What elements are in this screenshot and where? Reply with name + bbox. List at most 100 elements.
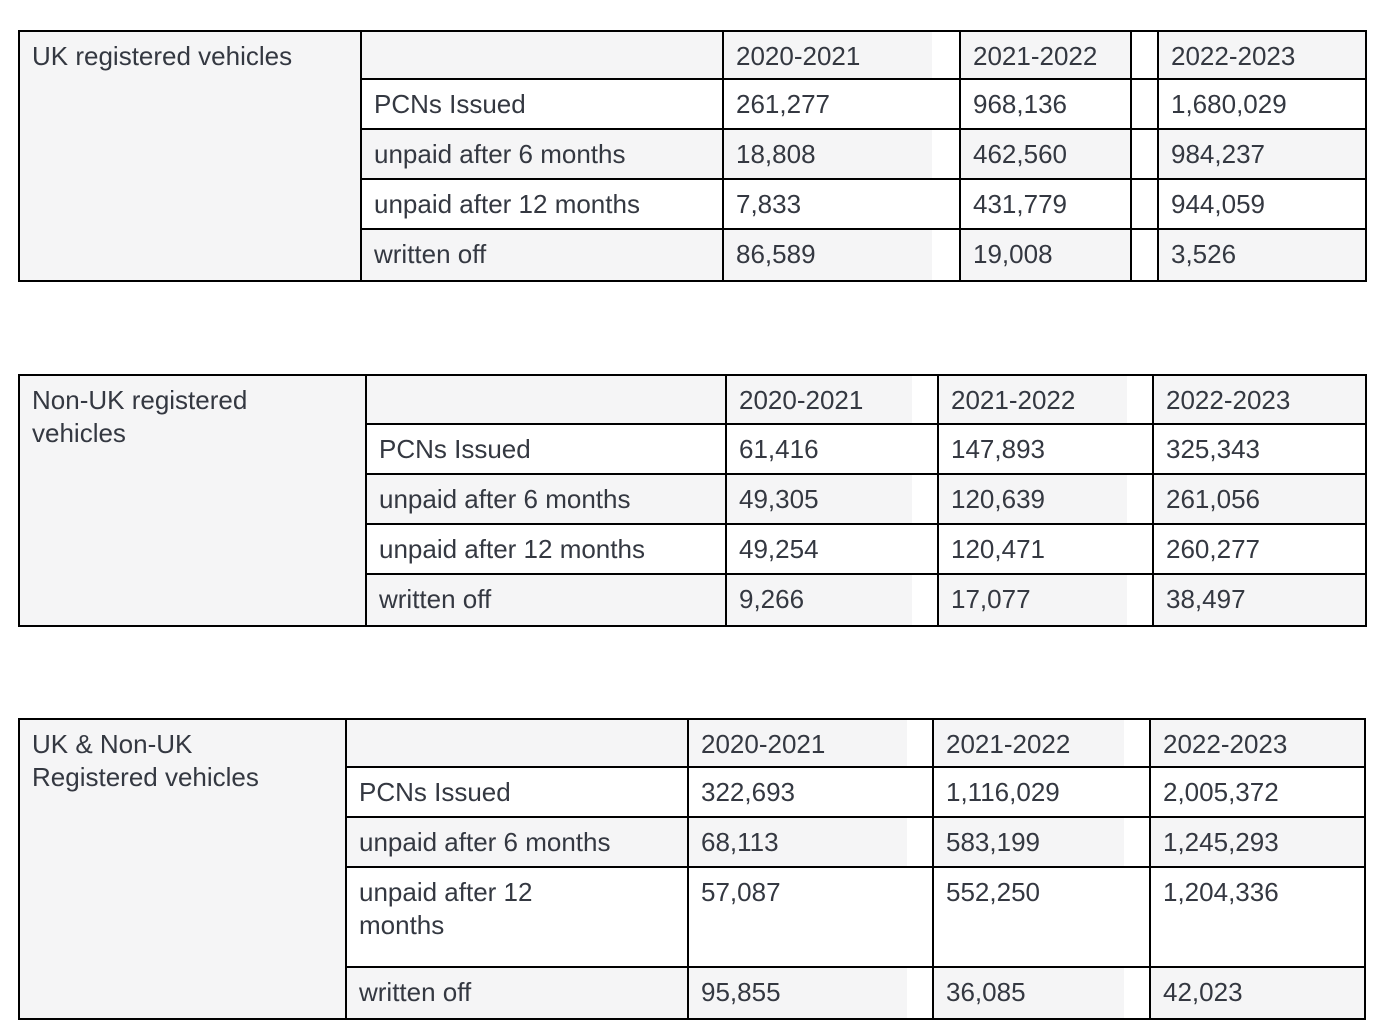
- value-cell: 120,471: [937, 525, 1127, 575]
- table-row: written off 95,855 36,085 42,023: [20, 968, 1364, 1018]
- row-label-cell: PCNs Issued: [362, 80, 722, 130]
- corner-empty-cell: [367, 376, 725, 425]
- value-cell: 17,077: [937, 575, 1127, 625]
- uk-registered-table: UK registered vehicles 2020-2021 2021-20…: [18, 30, 1367, 282]
- year-header-cell: 2021-2022: [959, 32, 1130, 80]
- spacer-cell: [1124, 818, 1149, 868]
- spacer-cell: [1130, 80, 1157, 130]
- year-header-cell: 2022-2023: [1152, 376, 1365, 425]
- row-label-cell: written off: [362, 230, 722, 280]
- spacer-cell: [907, 868, 932, 968]
- year-header-cell: 2022-2023: [1149, 720, 1364, 768]
- group-label-line: Registered vehicles: [32, 762, 259, 792]
- value-cell: 431,779: [959, 180, 1130, 230]
- row-label-cell: written off: [347, 968, 687, 1018]
- spacer-cell: [932, 80, 959, 130]
- year-header-cell: 2021-2022: [937, 376, 1127, 425]
- spacer-cell: [1124, 868, 1149, 968]
- row-label-cell: unpaid after 12 months: [362, 180, 722, 230]
- group-label-line: UK registered vehicles: [32, 41, 293, 71]
- value-cell: 1,245,293: [1149, 818, 1364, 868]
- row-label-line: unpaid after 12: [359, 877, 533, 907]
- year-header-cell: 2020-2021: [725, 376, 912, 425]
- group-label-line: UK & Non-UK: [32, 729, 193, 759]
- row-label-cell: unpaid after 6 months: [367, 475, 725, 525]
- value-cell: 36,085: [932, 968, 1124, 1018]
- row-label-cell: unpaid after 12 months: [367, 525, 725, 575]
- table-row: unpaid after 6 months 18,808 462,560 984…: [20, 130, 1365, 180]
- table-row: PCNs Issued 322,693 1,116,029 2,005,372: [20, 768, 1364, 818]
- spacer-cell: [1130, 32, 1157, 80]
- value-cell: 120,639: [937, 475, 1127, 525]
- table-row: unpaid after 6 months 49,305 120,639 261…: [20, 475, 1365, 525]
- value-cell: 1,116,029: [932, 768, 1124, 818]
- corner-empty-cell: [362, 32, 722, 80]
- spacer-cell: [912, 425, 937, 475]
- row-label-cell: PCNs Issued: [347, 768, 687, 818]
- table-row: written off 86,589 19,008 3,526: [20, 230, 1365, 280]
- value-cell: 18,808: [722, 130, 932, 180]
- value-cell: 49,254: [725, 525, 912, 575]
- spacer-cell: [1130, 130, 1157, 180]
- spacer-cell: [932, 32, 959, 80]
- spacer-cell: [1127, 525, 1152, 575]
- spacer-cell: [1124, 968, 1149, 1018]
- spacer-cell: [1127, 475, 1152, 525]
- row-label-cell: unpaid after 6 months: [347, 818, 687, 868]
- value-cell: 9,266: [725, 575, 912, 625]
- year-header-cell: 2020-2021: [687, 720, 907, 768]
- value-cell: 1,680,029: [1157, 80, 1365, 130]
- table-row: UK & Non-UK Registered vehicles 2020-202…: [20, 720, 1364, 1018]
- group-label-cell: Non-UK registered vehicles: [20, 376, 367, 625]
- corner-empty-cell: [347, 720, 687, 768]
- table-row: PCNs Issued 61,416 147,893 325,343: [20, 425, 1365, 475]
- spacer-cell: [907, 720, 932, 768]
- value-cell: 57,087: [687, 868, 907, 968]
- table-row: unpaid after 12 months 57,087 552,250 1,…: [20, 868, 1364, 968]
- value-cell: 944,059: [1157, 180, 1365, 230]
- spacer-cell: [912, 525, 937, 575]
- value-cell: 61,416: [725, 425, 912, 475]
- value-cell: 19,008: [959, 230, 1130, 280]
- spacer-cell: [1124, 768, 1149, 818]
- table-row: UK registered vehicles 2020-2021 2021-20…: [20, 32, 1365, 280]
- value-cell: 2,005,372: [1149, 768, 1364, 818]
- group-label-cell: UK registered vehicles: [20, 32, 362, 280]
- spacer-cell: [1127, 376, 1152, 425]
- table-row: Non-UK registered vehicles 2020-2021 202…: [20, 376, 1365, 625]
- table-row: written off 9,266 17,077 38,497: [20, 575, 1365, 625]
- spacer-cell: [932, 180, 959, 230]
- spacer-cell: [1130, 180, 1157, 230]
- spacer-cell: [1127, 575, 1152, 625]
- row-label-cell: PCNs Issued: [367, 425, 725, 475]
- spacer-cell: [932, 130, 959, 180]
- spacer-cell: [932, 230, 959, 280]
- table-row: unpaid after 12 months 49,254 120,471 26…: [20, 525, 1365, 575]
- value-cell: 322,693: [687, 768, 907, 818]
- spacer-cell: [1130, 230, 1157, 280]
- year-header-cell: 2020-2021: [722, 32, 932, 80]
- table-row: PCNs Issued 261,277 968,136 1,680,029: [20, 80, 1365, 130]
- non-uk-registered-table: Non-UK registered vehicles 2020-2021 202…: [18, 374, 1367, 627]
- group-label-line: Non-UK registered: [32, 385, 248, 415]
- value-cell: 7,833: [722, 180, 932, 230]
- year-header-cell: 2022-2023: [1157, 32, 1365, 80]
- combined-registered-table: UK & Non-UK Registered vehicles 2020-202…: [18, 718, 1366, 1020]
- value-cell: 552,250: [932, 868, 1124, 968]
- value-cell: 968,136: [959, 80, 1130, 130]
- value-cell: 462,560: [959, 130, 1130, 180]
- value-cell: 49,305: [725, 475, 912, 525]
- spacer-cell: [1127, 425, 1152, 475]
- spacer-cell: [912, 376, 937, 425]
- value-cell: 325,343: [1152, 425, 1365, 475]
- value-cell: 984,237: [1157, 130, 1365, 180]
- group-label-cell: UK & Non-UK Registered vehicles: [20, 720, 347, 1018]
- year-header-cell: 2021-2022: [932, 720, 1124, 768]
- spacer-cell: [907, 768, 932, 818]
- value-cell: 147,893: [937, 425, 1127, 475]
- spacer-cell: [912, 575, 937, 625]
- value-cell: 260,277: [1152, 525, 1365, 575]
- row-label-cell: unpaid after 12 months: [347, 868, 687, 968]
- spacer-cell: [907, 818, 932, 868]
